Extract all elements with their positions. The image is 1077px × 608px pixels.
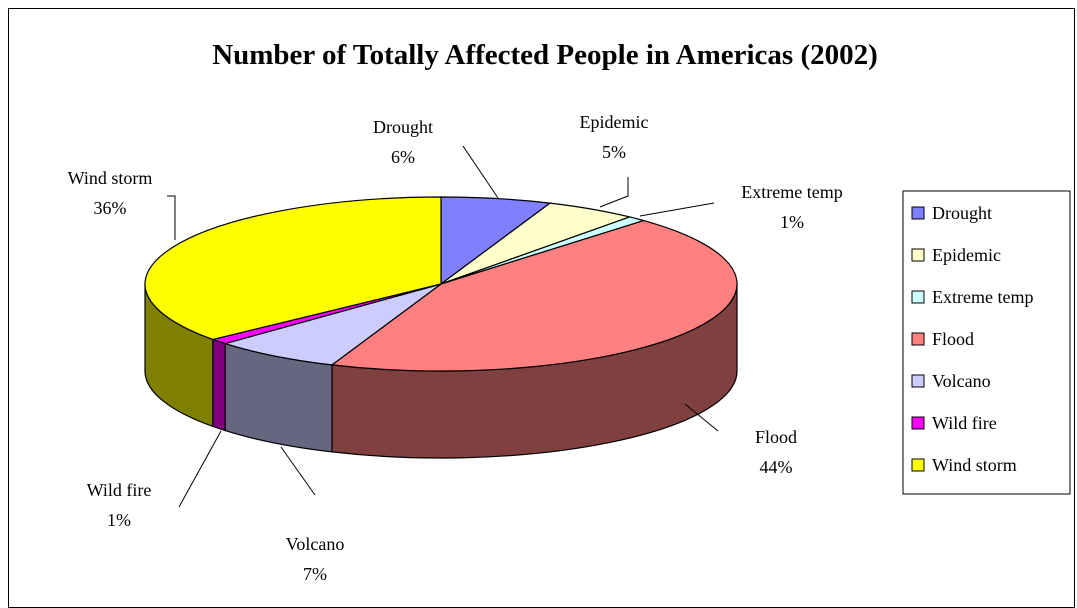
data-label-name-extreme-temp: Extreme temp (741, 182, 842, 202)
slice-volcano (223, 283, 442, 366)
legend-swatch-drought (911, 206, 925, 220)
pie-chart: Number of Totally Affected People in Ame… (68, 39, 1071, 584)
legend-label-extreme-temp: Extreme temp (932, 287, 1033, 307)
legend-box (902, 190, 1071, 495)
data-label-value-extreme-temp: 1% (780, 212, 804, 232)
legend-swatch-epidemic (911, 248, 925, 262)
data-label-value-volcano: 7% (303, 564, 327, 584)
legend-swatch-volcano (911, 374, 925, 388)
legend-label-flood: Flood (932, 329, 974, 349)
leader-line-flood (684, 403, 719, 432)
leader-line-volcano (280, 446, 316, 496)
leader-line-wind-storm (167, 195, 176, 240)
data-label-name-epidemic: Epidemic (580, 112, 649, 132)
legend-label-wind-storm: Wind storm (932, 455, 1017, 475)
data-label-name-flood: Flood (755, 427, 797, 447)
data-label-value-drought: 6% (391, 147, 415, 167)
legend-swatch-extreme-temp (911, 290, 925, 304)
leader-line-extreme-temp (639, 202, 715, 217)
slice-side-wild-fire (212, 338, 226, 432)
legend-swatch-flood (911, 332, 925, 346)
slice-wind-storm (144, 196, 442, 341)
legend-swatch-wild-fire (911, 416, 925, 430)
data-label-value-epidemic: 5% (602, 142, 626, 162)
legend-swatch-wind-storm (911, 458, 925, 472)
data-label-name-volcano: Volcano (286, 534, 345, 554)
legend-label-volcano: Volcano (932, 371, 991, 391)
slice-flood (330, 219, 738, 372)
legend-label-drought: Drought (932, 203, 992, 223)
data-label-value-wind-storm: 36% (94, 198, 127, 218)
leader-line-wild-fire (178, 430, 222, 508)
legend: Drought Epidemic Extreme temp Flood Volcano W… (902, 190, 1071, 495)
data-label-value-flood: 44% (760, 457, 793, 477)
data-label-value-wild-fire: 1% (107, 510, 131, 530)
legend-label-epidemic: Epidemic (932, 245, 1001, 265)
data-label-name-wild-fire: Wild fire (87, 480, 152, 500)
chart-title: Number of Totally Affected People in Ame… (212, 39, 878, 71)
data-label-name-wind-storm: Wind storm (68, 168, 153, 188)
leader-line-drought (462, 145, 499, 199)
data-label-name-drought: Drought (373, 117, 433, 137)
legend-label-wild-fire: Wild fire (932, 413, 997, 433)
leader-line-epidemic (599, 177, 629, 208)
